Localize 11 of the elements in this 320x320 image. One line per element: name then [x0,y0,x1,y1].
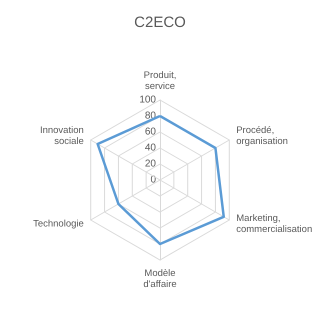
spoke-label: Innovation sociale [40,125,84,147]
y-tick-label: 100 [139,94,156,106]
spoke-label: Modèle d'affaire [143,268,177,290]
spoke-label: Technologie [33,218,84,230]
y-tick-label: 20 [144,158,156,170]
spoke-label: Produit, service [144,70,176,92]
chart-title: C2ECO [134,14,186,31]
spoke-label: Marketing, commercialisation [236,213,312,235]
y-tick-label: 40 [144,142,156,154]
y-tick-label: 60 [144,126,156,138]
spoke-label: Procédé, organisation [236,125,288,147]
